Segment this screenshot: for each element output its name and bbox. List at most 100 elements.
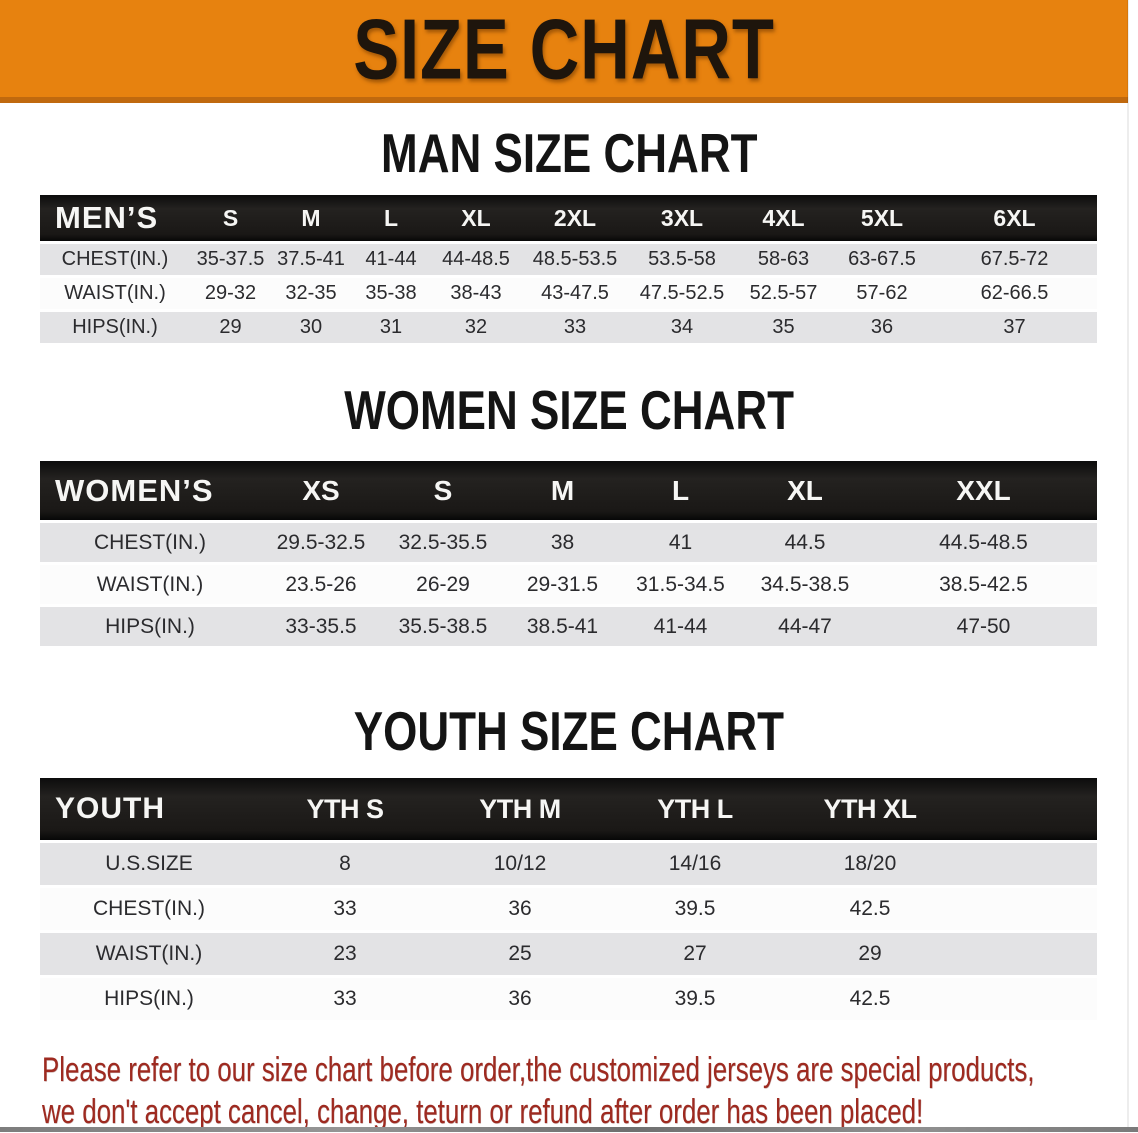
measurement-value: 23 — [258, 933, 432, 975]
banner-title: SIZE CHART — [353, 0, 775, 97]
size-column-header: XL — [431, 195, 521, 241]
measurement-value: 57-62 — [832, 278, 932, 309]
size-column-header: 6XL — [932, 195, 1097, 241]
measurement-value: 37 — [932, 312, 1097, 343]
measurement-value: 8 — [258, 843, 432, 885]
measurement-value: 63-67.5 — [832, 244, 932, 275]
size-column-header: L — [621, 461, 740, 520]
measurement-value: 44.5 — [740, 523, 870, 562]
measurement-row: WAIST(IN.) 23 25 27 29 — [40, 933, 1097, 975]
measurement-value: 30 — [271, 312, 351, 343]
measurement-value: 32 — [431, 312, 521, 343]
measurement-row: CHEST(IN.) 33 36 39.5 42.5 — [40, 888, 1097, 930]
measurement-value: 29 — [190, 312, 271, 343]
measurement-value: 32.5-35.5 — [382, 523, 504, 562]
measurement-value: 35 — [735, 312, 832, 343]
measurement-row: HIPS(IN.) 33 36 39.5 42.5 — [40, 978, 1097, 1020]
measurement-value: 33-35.5 — [260, 607, 382, 646]
measurement-value: 38.5-41 — [504, 607, 621, 646]
size-chart-banner: SIZE CHART — [0, 0, 1128, 103]
man-section-heading: MAN SIZE CHART — [0, 126, 1138, 181]
size-column-header: XXL — [870, 461, 1097, 520]
size-column-header: L — [351, 195, 431, 241]
measurement-value: 29-32 — [190, 278, 271, 309]
measurement-row: CHEST(IN.) 35-37.5 37.5-41 41-44 44-48.5 48.5… — [40, 244, 1097, 275]
table-corner-label: MEN’S — [40, 195, 190, 241]
measurement-value: 44-47 — [740, 607, 870, 646]
youth-size-table: YOUTH YTH S YTH M YTH L YTH XL U.S.SIZE 8 10/12… — [40, 775, 1097, 1023]
size-column-header: YTH L — [608, 778, 782, 840]
measurement-row: U.S.SIZE 8 10/12 14/16 18/20 — [40, 843, 1097, 885]
measurement-label: CHEST(IN.) — [40, 523, 260, 562]
disclaimer-line-2: we don't accept cancel, change, teturn o… — [42, 1093, 924, 1131]
measurement-label: WAIST(IN.) — [40, 565, 260, 604]
size-column-header: M — [504, 461, 621, 520]
bottom-edge-strip — [0, 1127, 1138, 1132]
measurement-value: 39.5 — [608, 978, 782, 1020]
size-column-header: YTH S — [258, 778, 432, 840]
size-column-header: 2XL — [521, 195, 629, 241]
size-column-header: 5XL — [832, 195, 932, 241]
measurement-row: CHEST(IN.) 29.5-32.5 32.5-35.5 38 41 44.5 44.5… — [40, 523, 1097, 562]
measurement-value: 32-35 — [271, 278, 351, 309]
measurement-value: 34.5-38.5 — [740, 565, 870, 604]
size-column-header: M — [271, 195, 351, 241]
measurement-value: 47-50 — [870, 607, 1097, 646]
measurement-value: 67.5-72 — [932, 244, 1097, 275]
measurement-value: 38-43 — [431, 278, 521, 309]
measurement-value: 25 — [432, 933, 608, 975]
measurement-value: 29-31.5 — [504, 565, 621, 604]
size-column-header: S — [382, 461, 504, 520]
measurement-value: 38 — [504, 523, 621, 562]
measurement-value: 62-66.5 — [932, 278, 1097, 309]
measurement-label: HIPS(IN.) — [40, 607, 260, 646]
size-column-header: YTH XL — [782, 778, 958, 840]
measurement-label: WAIST(IN.) — [40, 278, 190, 309]
size-column-header: XL — [740, 461, 870, 520]
measurement-value: 42.5 — [782, 888, 958, 930]
women-size-table: WOMEN’S XS S M L XL XXL CHEST(IN.) 29.5-32.5 32.5… — [40, 458, 1097, 649]
right-edge-line — [1127, 0, 1129, 1132]
men-size-table: MEN’S S M L XL 2XL 3XL 4XL 5XL 6XL CHEST(IN.) 35-37… — [40, 192, 1097, 346]
table-corner-label: YOUTH — [40, 778, 258, 840]
measurement-value: 48.5-53.5 — [521, 244, 629, 275]
measurement-value: 35-37.5 — [190, 244, 271, 275]
measurement-value: 26-29 — [382, 565, 504, 604]
measurement-row: HIPS(IN.) 29 30 31 32 33 34 35 36 37 — [40, 312, 1097, 343]
measurement-label: CHEST(IN.) — [40, 244, 190, 275]
measurement-value — [958, 888, 1097, 930]
measurement-value: 38.5-42.5 — [870, 565, 1097, 604]
measurement-value: 33 — [258, 888, 432, 930]
measurement-value — [958, 933, 1097, 975]
measurement-label: WAIST(IN.) — [40, 933, 258, 975]
measurement-value: 35-38 — [351, 278, 431, 309]
measurement-value: 14/16 — [608, 843, 782, 885]
measurement-row: WAIST(IN.) 29-32 32-35 35-38 38-43 43-47.5 47.… — [40, 278, 1097, 309]
measurement-value: 10/12 — [432, 843, 608, 885]
measurement-value: 52.5-57 — [735, 278, 832, 309]
measurement-value: 39.5 — [608, 888, 782, 930]
size-header-row: WOMEN’S XS S M L XL XXL — [40, 461, 1097, 520]
measurement-value: 33 — [521, 312, 629, 343]
measurement-value: 31 — [351, 312, 431, 343]
measurement-value: 23.5-26 — [260, 565, 382, 604]
youth-section-heading: YOUTH SIZE CHART — [0, 700, 1138, 762]
measurement-label: CHEST(IN.) — [40, 888, 258, 930]
size-header-row: MEN’S S M L XL 2XL 3XL 4XL 5XL 6XL — [40, 195, 1097, 241]
measurement-value: 47.5-52.5 — [629, 278, 735, 309]
measurement-value: 36 — [832, 312, 932, 343]
measurement-value: 41 — [621, 523, 740, 562]
measurement-value: 36 — [432, 978, 608, 1020]
women-section-heading: WOMEN SIZE CHART — [0, 379, 1138, 441]
measurement-value: 36 — [432, 888, 608, 930]
measurement-value — [958, 843, 1097, 885]
women-section-heading-text: WOMEN SIZE CHART — [344, 379, 794, 441]
youth-section-heading-text: YOUTH SIZE CHART — [353, 700, 785, 762]
measurement-value: 37.5-41 — [271, 244, 351, 275]
measurement-value: 31.5-34.5 — [621, 565, 740, 604]
measurement-value: 18/20 — [782, 843, 958, 885]
measurement-value: 44-48.5 — [431, 244, 521, 275]
measurement-value: 33 — [258, 978, 432, 1020]
size-column-header: 4XL — [735, 195, 832, 241]
measurement-value: 53.5-58 — [629, 244, 735, 275]
